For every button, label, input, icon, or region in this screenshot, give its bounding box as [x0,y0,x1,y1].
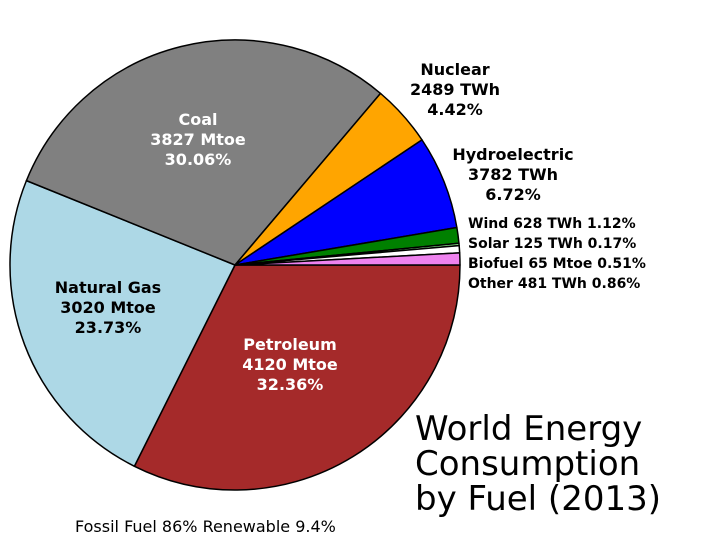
pie-slice-natural-gas [9,179,236,468]
slice-label-biofuel-line-1: Biofuel 65 Mtoe 0.51% [468,256,646,272]
slice-label-coal-line-1: Coal [178,110,217,129]
slice-labels: Petroleum 4120 Mtoe 32.36% Natural Gas 3020 … [55,60,646,394]
slice-label-natural-gas-line-2: 3020 Mtoe [60,298,156,317]
slice-label-natural-gas-line-1: Natural Gas [55,278,161,297]
slice-label-other-line-1: Other 481 TWh 0.86% [468,276,640,292]
slice-label-solar: Solar 125 TWh 0.17% [468,236,636,252]
slice-label-nuclear-line-1: Nuclear [420,60,489,79]
slice-label-coal: Coal 3827 Mtoe 30.06% [150,110,246,169]
pie-slice-coal [25,39,382,266]
slice-label-petroleum-line-2: 4120 Mtoe [242,355,338,374]
slice-label-nuclear-line-2: 2489 TWh [410,80,500,99]
slice-label-hydroelectric-line-2: 3782 TWh [468,165,558,184]
chart-title-line-2: Consumption [415,444,640,484]
chart-title: World Energy Consumption by Fuel (2013) [415,409,661,519]
slice-label-other: Other 481 TWh 0.86% [468,276,640,292]
slice-label-wind: Wind 628 TWh 1.12% [468,216,636,232]
pie-slices [9,39,461,491]
slice-label-petroleum-line-3: 32.36% [257,375,324,394]
slice-label-solar-line-1: Solar 125 TWh 0.17% [468,236,636,252]
chart-footer: Fossil Fuel 86% Renewable 9.4% [75,517,336,536]
slice-label-coal-line-2: 3827 Mtoe [150,130,246,149]
slice-label-coal-line-3: 30.06% [165,150,232,169]
slice-label-natural-gas-line-3: 23.73% [75,318,142,337]
slice-label-petroleum-line-1: Petroleum [243,335,337,354]
slice-label-hydroelectric-line-3: 6.72% [485,185,541,204]
slice-label-petroleum: Petroleum 4120 Mtoe 32.36% [242,335,338,394]
slice-label-wind-line-1: Wind 628 TWh 1.12% [468,216,636,232]
slice-label-biofuel: Biofuel 65 Mtoe 0.51% [468,256,646,272]
chart-title-line-1: World Energy [415,409,642,449]
pie-slice-petroleum [133,264,461,491]
slice-label-hydroelectric: Hydroelectric 3782 TWh 6.72% [452,145,573,204]
slice-label-nuclear-line-3: 4.42% [427,100,483,119]
slice-label-natural-gas: Natural Gas 3020 Mtoe 23.73% [55,278,161,337]
slice-label-nuclear: Nuclear 2489 TWh 4.42% [410,60,500,119]
pie-slice-other [234,252,461,266]
chart-title-line-3: by Fuel (2013) [415,479,661,519]
slice-label-hydroelectric-line-1: Hydroelectric [452,145,573,164]
